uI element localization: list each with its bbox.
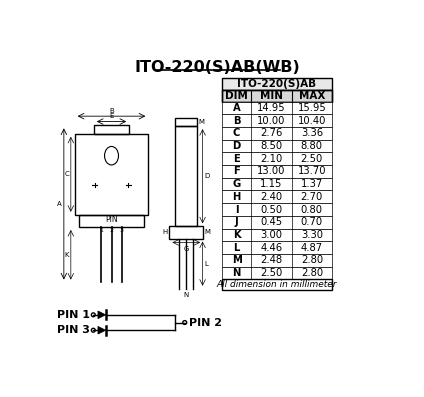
Text: E: E	[233, 154, 240, 164]
Text: MIN: MIN	[260, 91, 283, 101]
Bar	[222, 140, 332, 152]
Bar	[222, 241, 332, 254]
Text: 0.70: 0.70	[301, 217, 323, 227]
Text: 3.36: 3.36	[301, 128, 323, 138]
Text: PIN 2: PIN 2	[189, 318, 222, 328]
Text: 4.87: 4.87	[301, 243, 323, 252]
Text: 2.50: 2.50	[301, 154, 323, 164]
Text: A: A	[233, 103, 240, 113]
Text: G: G	[184, 245, 189, 252]
Bar	[222, 229, 332, 241]
Text: MAX: MAX	[298, 91, 325, 101]
Text: PIN: PIN	[105, 215, 118, 224]
Text: 0.50: 0.50	[260, 204, 283, 214]
Text: 10.40: 10.40	[298, 116, 326, 125]
Text: 2.40: 2.40	[260, 192, 283, 202]
Text: 2.48: 2.48	[260, 255, 283, 265]
Text: 0.80: 0.80	[301, 204, 323, 214]
Text: PIN 1: PIN 1	[57, 310, 90, 320]
Text: 2.80: 2.80	[301, 255, 323, 265]
Text: PIN 3: PIN 3	[57, 325, 90, 335]
Bar	[222, 152, 332, 165]
Text: L: L	[204, 260, 208, 267]
Bar	[222, 90, 332, 102]
Bar	[222, 78, 332, 90]
Text: 2.10: 2.10	[260, 154, 283, 164]
Text: C: C	[233, 128, 240, 138]
Text: B: B	[109, 108, 114, 114]
Text: H: H	[162, 229, 167, 235]
Bar	[222, 165, 332, 178]
Bar	[94, 125, 129, 134]
Text: E: E	[109, 113, 114, 119]
Text: J: J	[235, 217, 239, 227]
Bar	[222, 102, 332, 114]
Text: DIM: DIM	[225, 91, 248, 101]
Text: 3.30: 3.30	[301, 230, 323, 240]
Text: A: A	[57, 201, 61, 207]
Bar	[222, 191, 332, 203]
Bar	[176, 126, 197, 226]
Text: L: L	[234, 243, 240, 252]
Text: 3.00: 3.00	[261, 230, 282, 240]
Text: All dimension in millimeter: All dimension in millimeter	[217, 280, 337, 289]
Bar	[222, 114, 332, 127]
Text: 15.95: 15.95	[298, 103, 326, 113]
Text: N: N	[184, 292, 189, 298]
Bar	[222, 216, 332, 229]
Bar	[222, 90, 332, 102]
Bar	[222, 267, 332, 279]
Bar	[222, 127, 332, 140]
Text: 1.37: 1.37	[301, 179, 323, 189]
Text: M: M	[199, 119, 205, 125]
Bar	[176, 118, 197, 126]
Text: ITO-220(S)AB(WB): ITO-220(S)AB(WB)	[134, 60, 300, 75]
Bar	[222, 178, 332, 191]
Bar	[222, 279, 332, 290]
Text: 2.70: 2.70	[301, 192, 323, 202]
Text: C: C	[64, 171, 69, 177]
Text: 2.50: 2.50	[260, 268, 283, 278]
Text: 8.50: 8.50	[260, 141, 283, 151]
Text: B: B	[233, 116, 240, 125]
Text: 3: 3	[120, 228, 123, 233]
Text: N: N	[232, 268, 241, 278]
Bar	[170, 226, 203, 239]
Text: 8.80: 8.80	[301, 141, 323, 151]
Bar	[222, 254, 332, 267]
Text: 4.46: 4.46	[260, 243, 283, 252]
Text: 13.70: 13.70	[298, 166, 326, 176]
Text: 14.95: 14.95	[257, 103, 286, 113]
Polygon shape	[98, 326, 106, 334]
Text: 2.80: 2.80	[301, 268, 323, 278]
Bar	[75, 134, 148, 215]
Text: 1.15: 1.15	[260, 179, 283, 189]
Text: ITO-220(S)AB: ITO-220(S)AB	[237, 79, 317, 89]
Text: K: K	[65, 252, 69, 258]
Text: 10.00: 10.00	[257, 116, 286, 125]
Bar	[222, 203, 332, 216]
Text: D: D	[232, 141, 241, 151]
Text: D: D	[204, 173, 209, 179]
Text: H: H	[232, 192, 241, 202]
Text: 2: 2	[109, 228, 114, 233]
Text: K: K	[233, 230, 240, 240]
Text: 1: 1	[100, 228, 103, 233]
Text: M: M	[232, 255, 242, 265]
Text: 0.45: 0.45	[260, 217, 283, 227]
Polygon shape	[98, 311, 106, 319]
Text: F: F	[233, 166, 240, 176]
Text: 2.76: 2.76	[260, 128, 283, 138]
Text: I: I	[235, 204, 238, 214]
Text: M: M	[204, 229, 210, 235]
Text: 13.00: 13.00	[257, 166, 286, 176]
Text: G: G	[232, 179, 241, 189]
Bar	[79, 215, 144, 227]
